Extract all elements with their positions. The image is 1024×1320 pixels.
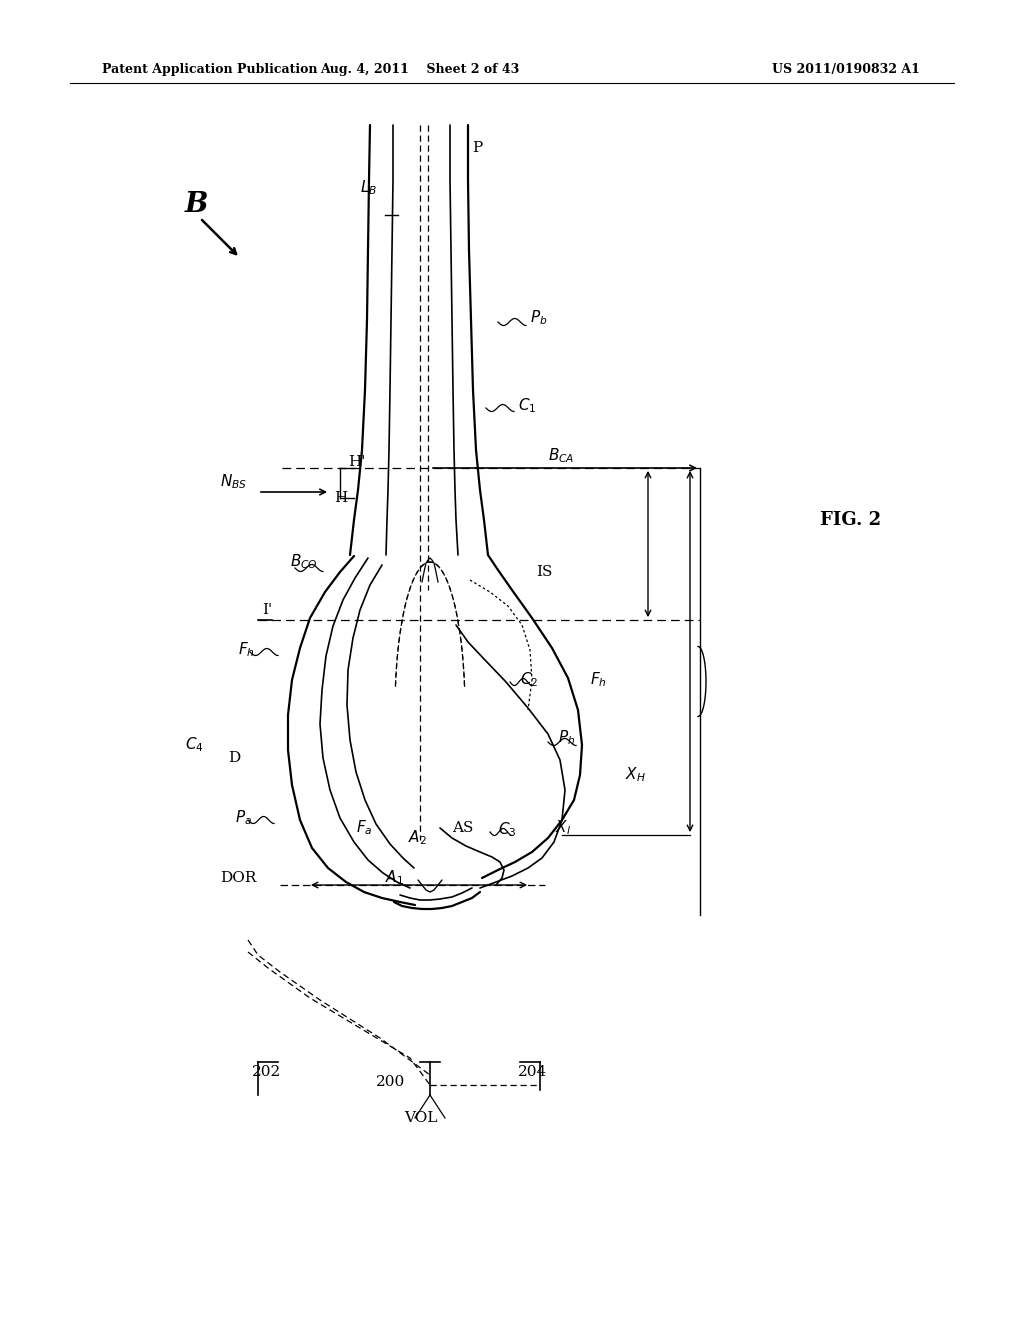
- Text: AS: AS: [452, 821, 473, 836]
- Text: H: H: [334, 491, 347, 506]
- Text: $C_3$: $C_3$: [498, 821, 516, 840]
- Text: 200: 200: [376, 1074, 406, 1089]
- Text: P: P: [472, 141, 482, 154]
- Text: Aug. 4, 2011    Sheet 2 of 43: Aug. 4, 2011 Sheet 2 of 43: [321, 63, 519, 77]
- Text: D: D: [228, 751, 241, 766]
- Text: $F_h$: $F_h$: [590, 671, 607, 689]
- Text: $X_l$: $X_l$: [555, 818, 571, 837]
- Text: FIG. 2: FIG. 2: [820, 511, 881, 529]
- Text: IS: IS: [536, 565, 552, 579]
- Text: $L_B$: $L_B$: [360, 178, 377, 198]
- Text: $B_{CA}$: $B_{CA}$: [548, 446, 574, 466]
- Text: $P_a$: $P_a$: [234, 809, 252, 828]
- Text: B: B: [185, 191, 209, 219]
- Text: $A_2$: $A_2$: [408, 829, 427, 847]
- Text: H': H': [348, 455, 366, 469]
- Text: $A_1$: $A_1$: [385, 869, 403, 887]
- Text: $P_h$: $P_h$: [558, 729, 575, 747]
- Text: 204: 204: [518, 1065, 547, 1078]
- Text: $N_{BS}$: $N_{BS}$: [220, 473, 247, 491]
- Text: $X_H$: $X_H$: [625, 766, 646, 784]
- Text: US 2011/0190832 A1: US 2011/0190832 A1: [772, 63, 920, 77]
- Text: $F_h$: $F_h$: [238, 640, 255, 660]
- Text: $B_{CO}$: $B_{CO}$: [290, 553, 317, 572]
- Text: 202: 202: [252, 1065, 282, 1078]
- Text: $F_a$: $F_a$: [356, 818, 373, 837]
- Text: DOR: DOR: [220, 871, 256, 884]
- Text: $P_b$: $P_b$: [530, 309, 548, 327]
- Text: $C_1$: $C_1$: [518, 396, 537, 416]
- Text: $C_2$: $C_2$: [520, 671, 539, 689]
- Text: I': I': [262, 603, 272, 616]
- Text: $C_4$: $C_4$: [185, 735, 204, 754]
- Text: VOL: VOL: [404, 1111, 437, 1125]
- Text: Patent Application Publication: Patent Application Publication: [102, 63, 317, 77]
